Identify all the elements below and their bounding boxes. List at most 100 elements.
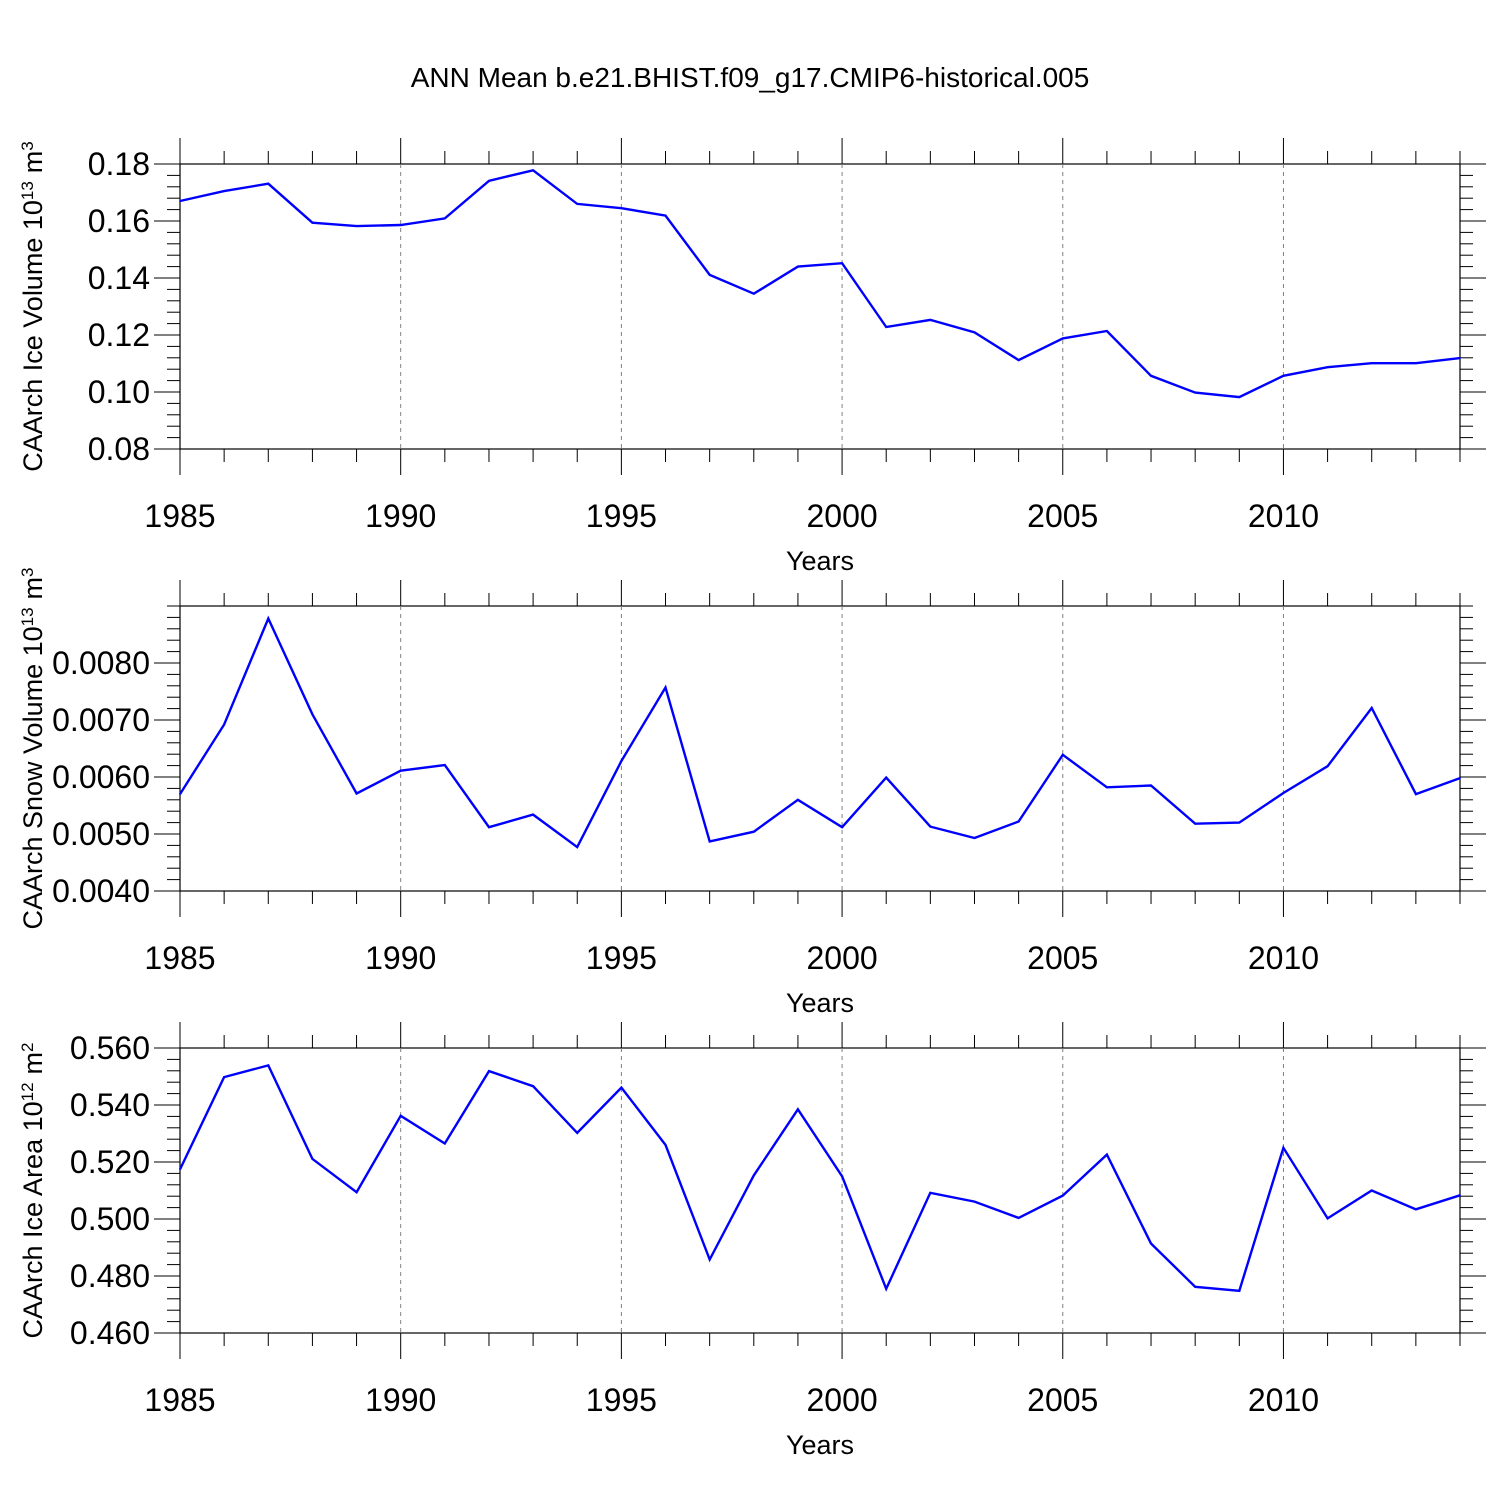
y-axis-label: CAArch Snow Volume 1013m3 <box>18 567 49 929</box>
y-tick-label: 0.0040 <box>52 873 150 909</box>
data-point <box>841 262 843 264</box>
data-point <box>399 224 402 226</box>
y-tick-label: 0.480 <box>70 1258 150 1294</box>
y-tick-label: 0.540 <box>70 1087 150 1123</box>
panel-3: 1985 1990 1995 2000 2005 2010 0.460 0.480 0.500 0… <box>18 1022 1486 1460</box>
page-title: ANN Mean b.e21.BHIST.f09_g17.CMIP6-histo… <box>410 62 1090 93</box>
data-point <box>399 1115 402 1117</box>
data-point <box>576 203 579 205</box>
data-point <box>1326 366 1329 369</box>
data-point <box>620 760 623 762</box>
y-tick-label: 0.12 <box>88 317 150 353</box>
data-point <box>179 1168 181 1171</box>
plot-frame <box>179 163 1461 450</box>
x-tick-label: 1995 <box>586 498 657 534</box>
data-point <box>664 686 667 689</box>
x-tick-label: 1985 <box>144 1382 215 1418</box>
data-point <box>1326 1217 1329 1220</box>
data-point <box>399 769 402 772</box>
y-tick-label: 0.460 <box>70 1315 150 1351</box>
data-point <box>267 617 270 620</box>
y-axis-label: CAArch Ice Area 1012m2 <box>18 1042 49 1338</box>
data-point <box>929 319 932 321</box>
data-point <box>532 813 534 816</box>
data-point <box>1017 1217 1020 1219</box>
data-point <box>1370 707 1373 709</box>
data-point <box>752 830 755 833</box>
data-point <box>1459 1194 1461 1197</box>
data-point <box>488 1070 490 1072</box>
data-point <box>1415 793 1417 795</box>
data-point <box>223 723 225 726</box>
y-tick-label: 0.18 <box>88 146 150 182</box>
data-point <box>664 214 667 217</box>
x-tick-label: 1995 <box>586 1382 657 1418</box>
data-point <box>841 826 843 828</box>
x-tick-label: 1985 <box>144 940 215 976</box>
x-tick-label: 2005 <box>1027 498 1098 534</box>
data-point <box>1282 374 1285 377</box>
data-point <box>444 764 446 766</box>
data-point <box>532 1085 534 1087</box>
data-point <box>1326 765 1329 767</box>
data-point <box>444 217 446 220</box>
data-point <box>973 331 976 334</box>
data-point <box>797 799 799 801</box>
data-point <box>885 776 888 779</box>
series-line <box>178 615 1461 849</box>
data-point <box>1150 1242 1152 1245</box>
data-point <box>885 1288 888 1290</box>
x-tick-label: 1985 <box>144 498 215 534</box>
data-point <box>1106 1153 1108 1156</box>
y-tick-label: 0.14 <box>88 260 150 296</box>
data-point <box>1150 784 1152 787</box>
data-point <box>885 326 888 328</box>
y-tick-label: 0.0080 <box>52 645 150 681</box>
data-point <box>1238 1290 1241 1292</box>
data-point <box>1194 1286 1196 1288</box>
data-point <box>1106 330 1108 332</box>
data-point <box>973 1200 976 1203</box>
y-tick-label: 0.0050 <box>52 816 150 852</box>
data-point <box>179 200 181 202</box>
data-point <box>1238 821 1241 824</box>
data-point <box>1194 822 1196 825</box>
x-tick-label: 2000 <box>806 498 877 534</box>
data-point <box>1150 374 1152 377</box>
data-point <box>1017 820 1020 823</box>
data-point <box>1415 1208 1417 1211</box>
data-point <box>1017 359 1020 361</box>
x-tick-label: 1990 <box>365 940 436 976</box>
data-point <box>267 182 270 185</box>
data-point <box>664 1144 667 1146</box>
x-tick-label: 2010 <box>1248 1382 1319 1418</box>
y-tick-label: 0.16 <box>88 203 150 239</box>
data-point <box>1370 1189 1373 1192</box>
y-tick-label: 0.0060 <box>52 759 150 795</box>
data-point <box>576 846 579 848</box>
data-point <box>752 292 755 295</box>
data-point <box>973 837 976 839</box>
plot-frame <box>179 1047 1461 1334</box>
x-tick-label: 2005 <box>1027 940 1098 976</box>
x-tick-label: 1990 <box>365 498 436 534</box>
series-line <box>179 169 1461 399</box>
data-point <box>444 1142 446 1145</box>
data-point <box>708 1258 711 1261</box>
data-point <box>355 792 358 795</box>
data-point <box>1061 337 1064 340</box>
data-point <box>488 180 490 182</box>
data-point <box>929 1191 932 1194</box>
data-point <box>1106 786 1108 789</box>
x-tick-label: 2000 <box>806 940 877 976</box>
x-axis-label: Years <box>786 1430 854 1460</box>
data-point <box>1282 1146 1285 1149</box>
y-tick-label: 0.10 <box>88 374 150 410</box>
x-tick-label: 2000 <box>806 1382 877 1418</box>
data-point <box>929 825 932 828</box>
data-point <box>355 225 358 227</box>
y-tick-label: 0.520 <box>70 1144 150 1180</box>
x-tick-label: 2010 <box>1248 498 1319 534</box>
x-tick-label: 2010 <box>1248 940 1319 976</box>
data-point <box>576 1132 579 1134</box>
